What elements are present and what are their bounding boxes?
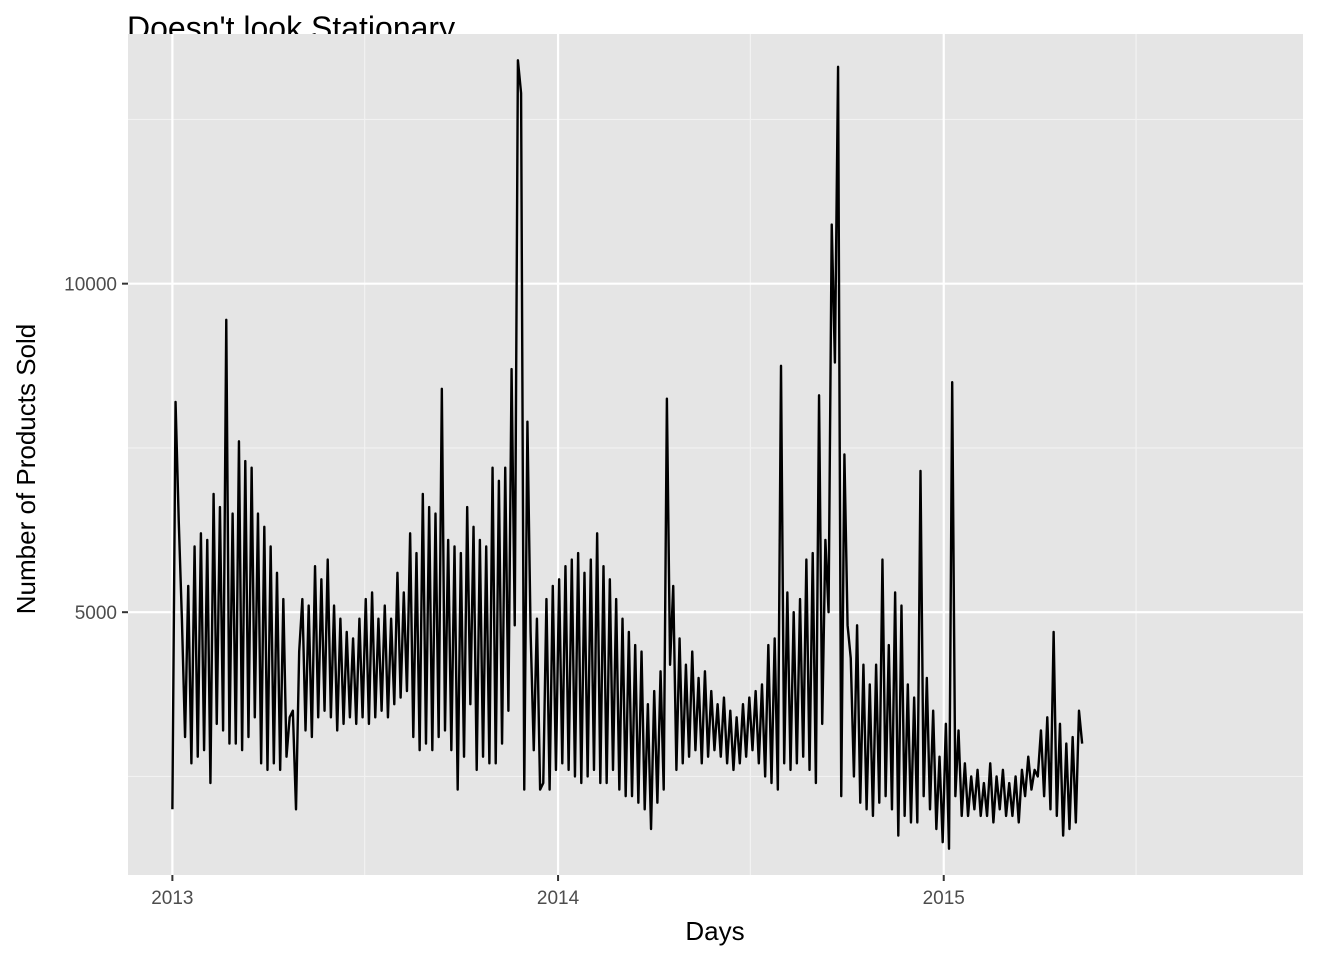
x-axis: 2013 2014 2015 <box>151 875 965 909</box>
x-tick-label: 2014 <box>537 888 580 909</box>
x-tick-label: 2013 <box>151 888 193 909</box>
y-tick-label: 5000 <box>75 603 117 624</box>
x-axis-title: Days <box>685 916 744 946</box>
y-axis: 5000 10000 <box>64 275 128 624</box>
grid-minor <box>128 34 1303 875</box>
y-tick-label: 10000 <box>64 275 117 296</box>
series-line <box>171 59 1084 850</box>
x-tick-label: 2015 <box>923 888 965 909</box>
y-axis-title: Number of Products Sold <box>11 324 41 614</box>
